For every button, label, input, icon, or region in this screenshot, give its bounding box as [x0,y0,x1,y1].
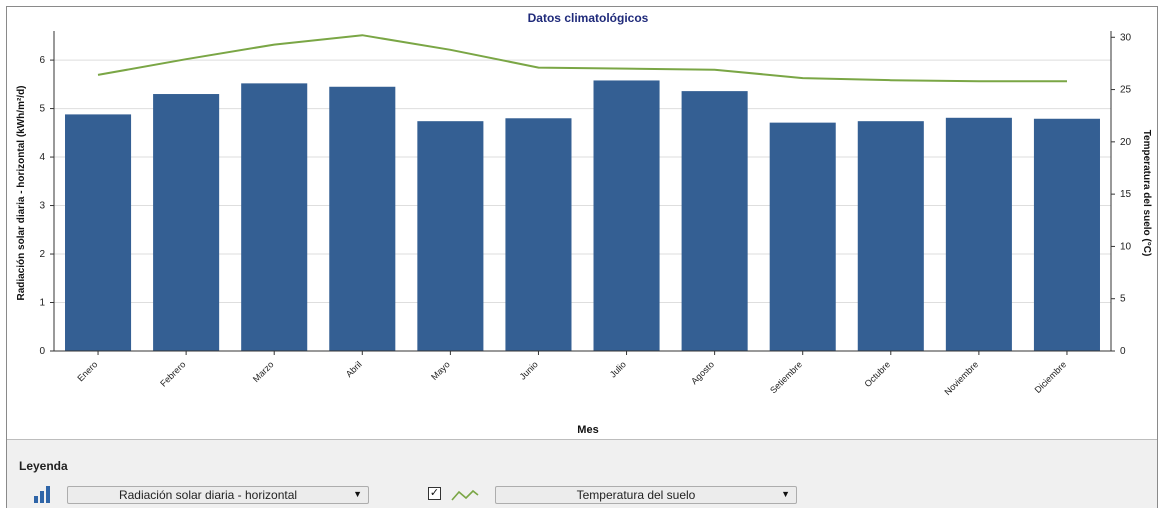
y-right-tick-label: 25 [1120,85,1132,96]
legend-panel: Leyenda Radiación solar diaria - horizon… [7,439,1157,508]
bar-chart-icon [34,486,50,503]
y-right-tick-label: 10 [1120,241,1132,252]
x-tick-label: Abril [344,359,364,379]
y-left-tick-label: 5 [39,104,45,115]
series2-dropdown[interactable]: Temperatura del suelo ▼ [495,486,797,504]
y-right-tick-label: 30 [1120,32,1132,43]
bar [505,118,572,351]
y-left-tick-label: 0 [39,346,45,357]
x-tick-label: Febrero [158,359,187,388]
bar [945,117,1012,352]
bars-layer [65,80,1100,352]
y-left-tick-label: 4 [39,152,45,163]
line-chart-icon [451,489,479,501]
series2-visibility-checkbox[interactable]: ✓ [428,487,441,500]
line-layer [97,34,1067,83]
chart-title: Datos climatológicos [528,11,649,25]
y-left-tick-label: 6 [39,55,45,66]
y-left-tick-label: 2 [39,249,45,260]
x-tick-label: Mayo [429,359,452,382]
chart-window: Datos climatológicos 0 1 2 3 4 5 6 0 5 10 15 20 25 30… [6,6,1158,508]
bar [241,83,308,351]
bar [417,121,484,351]
chevron-down-icon: ▼ [781,489,790,499]
x-tick-label: Enero [75,359,99,383]
y-right-tick-label: 15 [1120,189,1132,200]
series2-dropdown-value: Temperatura del suelo [576,488,696,502]
x-tick-label: Julio [608,359,628,379]
series1-dropdown[interactable]: Radiación solar diaria - horizontal ▼ [67,486,369,504]
x-tick-label: Noviembre [942,359,980,397]
bar [329,86,396,352]
bar [769,122,836,352]
y-axis-left-label: Radiación solar diaria - horizontal (kWh… [16,85,27,300]
x-tick-label: Agosto [689,359,716,386]
x-tick-label: Marzo [251,359,276,384]
series-line [97,34,1067,83]
x-tick-label: Junio [518,359,540,381]
x-tick-label: Setiembre [768,359,804,395]
x-axis-label: Mes [577,424,598,436]
gridlines [54,59,1111,304]
bar [153,94,220,351]
chevron-down-icon: ▼ [353,489,362,499]
bar [857,121,924,351]
bar [593,80,660,352]
y-right-tick-label: 20 [1120,137,1132,148]
x-tick-label: Diciembre [1033,359,1069,395]
legend-title: Leyenda [19,459,68,473]
y-left-tick-label: 1 [39,298,45,309]
y-axis-right-label: Temperatura del suelo (°C) [1141,130,1152,257]
bar [1033,118,1100,352]
y-right-tick-label: 0 [1120,346,1126,357]
series1-dropdown-value: Radiación solar diaria - horizontal [118,488,298,502]
bar [65,114,132,351]
x-tick-label: Octubre [862,359,892,389]
climate-chart: Datos climatológicos 0 1 2 3 4 5 6 0 5 10 15 20 25 30… [16,11,1152,436]
bar [681,91,748,351]
y-left-tick-label: 3 [39,201,45,212]
y-right-tick-label: 5 [1120,294,1126,305]
